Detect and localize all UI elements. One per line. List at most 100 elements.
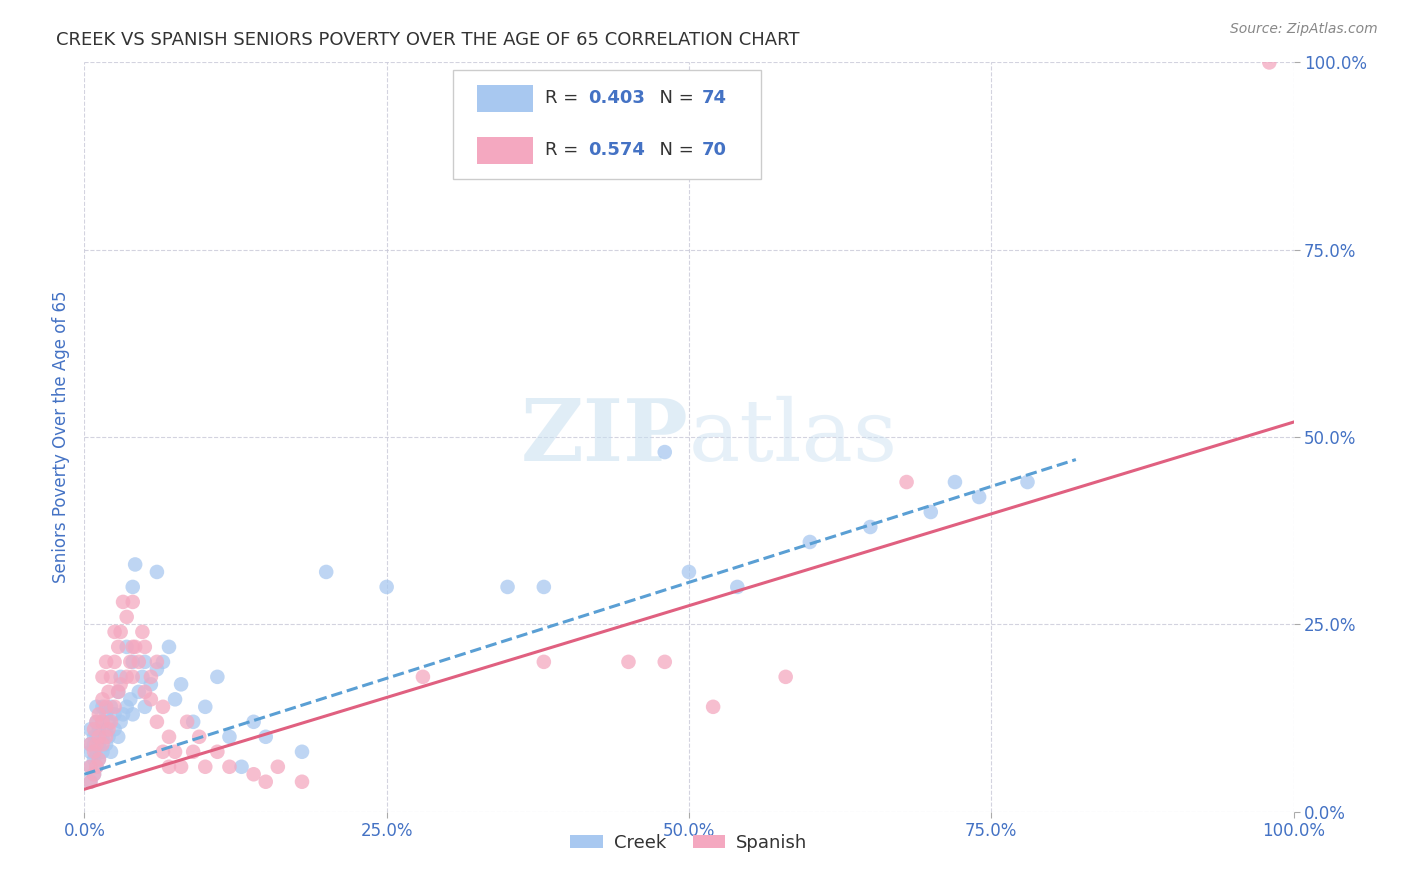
- Point: [83, 730, 105, 744]
- Point: [83, 767, 105, 781]
- Point: [134, 655, 156, 669]
- Point: [242, 767, 264, 781]
- Point: [86, 699, 108, 714]
- Point: [115, 610, 138, 624]
- Point: [87, 752, 110, 766]
- Point: [87, 723, 110, 737]
- Point: [254, 774, 277, 789]
- Point: [79, 774, 101, 789]
- Point: [104, 699, 127, 714]
- Point: [87, 752, 110, 766]
- Point: [231, 760, 253, 774]
- Point: [124, 640, 146, 654]
- Text: CREEK VS SPANISH SENIORS POVERTY OVER THE AGE OF 65 CORRELATION CHART: CREEK VS SPANISH SENIORS POVERTY OVER TH…: [56, 31, 800, 49]
- Point: [920, 505, 942, 519]
- Point: [967, 490, 990, 504]
- Point: [157, 760, 180, 774]
- Point: [131, 670, 153, 684]
- Point: [943, 475, 966, 489]
- Text: R =: R =: [546, 89, 583, 107]
- Point: [79, 760, 101, 774]
- Text: R =: R =: [546, 141, 583, 159]
- Point: [121, 655, 143, 669]
- Point: [91, 670, 114, 684]
- Point: [115, 699, 138, 714]
- Point: [146, 655, 169, 669]
- Point: [83, 767, 105, 781]
- Point: [218, 760, 240, 774]
- Point: [87, 707, 110, 722]
- Legend: Creek, Spanish: Creek, Spanish: [562, 827, 815, 859]
- Point: [134, 640, 156, 654]
- Point: [254, 730, 277, 744]
- Point: [86, 737, 108, 751]
- Point: [291, 774, 314, 789]
- Point: [107, 640, 129, 654]
- Point: [121, 670, 143, 684]
- Point: [83, 745, 105, 759]
- Point: [110, 624, 132, 639]
- Point: [188, 730, 211, 744]
- Point: [100, 699, 122, 714]
- Point: [702, 699, 724, 714]
- Point: [152, 655, 174, 669]
- Point: [678, 565, 700, 579]
- Point: [91, 730, 114, 744]
- Point: [533, 655, 555, 669]
- Point: [104, 723, 127, 737]
- Point: [79, 774, 101, 789]
- Point: [97, 685, 120, 699]
- Point: [120, 655, 142, 669]
- Point: [128, 685, 150, 699]
- Y-axis label: Seniors Poverty Over the Age of 65: Seniors Poverty Over the Age of 65: [52, 291, 70, 583]
- Point: [79, 760, 101, 774]
- Point: [181, 714, 204, 729]
- Point: [79, 723, 101, 737]
- Text: 74: 74: [702, 89, 727, 107]
- Point: [91, 714, 114, 729]
- Point: [91, 714, 114, 729]
- Point: [115, 640, 138, 654]
- Point: [157, 640, 180, 654]
- Point: [134, 685, 156, 699]
- Point: [242, 714, 264, 729]
- Point: [165, 692, 187, 706]
- FancyBboxPatch shape: [478, 85, 533, 112]
- Point: [110, 677, 132, 691]
- Point: [86, 730, 108, 744]
- Point: [83, 752, 105, 766]
- Point: [94, 655, 117, 669]
- Point: [128, 655, 150, 669]
- Point: [181, 745, 204, 759]
- Point: [107, 685, 129, 699]
- Point: [91, 699, 114, 714]
- Point: [267, 760, 290, 774]
- Point: [139, 670, 162, 684]
- Point: [110, 670, 132, 684]
- Point: [152, 699, 174, 714]
- Point: [100, 670, 122, 684]
- Point: [86, 714, 108, 729]
- Point: [218, 730, 240, 744]
- Point: [104, 624, 127, 639]
- Point: [94, 707, 117, 722]
- Point: [107, 685, 129, 699]
- Point: [121, 580, 143, 594]
- FancyBboxPatch shape: [453, 70, 762, 178]
- Text: N =: N =: [648, 141, 699, 159]
- Point: [94, 737, 117, 751]
- Point: [94, 723, 117, 737]
- Point: [94, 699, 117, 714]
- Point: [315, 565, 337, 579]
- Point: [86, 714, 108, 729]
- Point: [107, 730, 129, 744]
- Point: [1017, 475, 1039, 489]
- Point: [799, 535, 821, 549]
- Text: 70: 70: [702, 141, 727, 159]
- FancyBboxPatch shape: [478, 136, 533, 163]
- Point: [87, 737, 110, 751]
- Point: [86, 745, 108, 759]
- Point: [97, 730, 120, 744]
- Point: [79, 737, 101, 751]
- Point: [97, 714, 120, 729]
